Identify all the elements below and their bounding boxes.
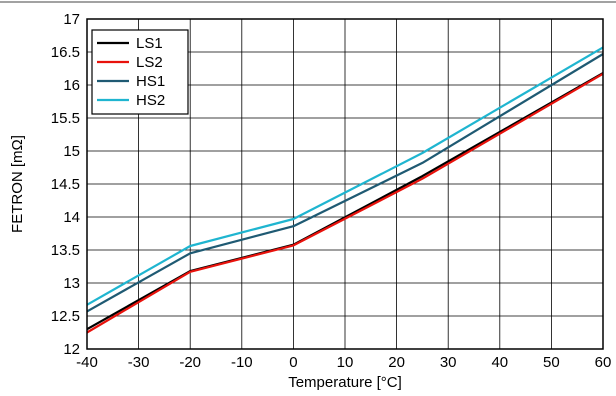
- y-axis-title: FETRON [mΩ]: [9, 135, 26, 233]
- y-tick-label: 17: [63, 11, 80, 28]
- y-tick-label: 12.5: [51, 308, 80, 325]
- legend-label-hs1: HS1: [136, 73, 165, 90]
- y-tick-label: 14.5: [51, 176, 80, 193]
- series-line-hs2: [86, 46, 604, 306]
- x-tick-label: 10: [337, 354, 354, 371]
- x-tick-label: -20: [179, 354, 201, 371]
- y-tick-label: 15.5: [51, 110, 80, 127]
- x-tick-label: -10: [231, 354, 253, 371]
- legend-label-ls1: LS1: [136, 35, 163, 52]
- y-tick-label: 12: [63, 341, 80, 358]
- y-tick-label: 13: [63, 275, 80, 292]
- series-line-hs1: [86, 53, 604, 313]
- x-tick-label: 0: [289, 354, 297, 371]
- plot-area-border: [86, 18, 604, 350]
- y-tick-label: 15: [63, 143, 80, 160]
- x-tick-label: 20: [388, 354, 405, 371]
- legend-label-ls2: LS2: [136, 54, 163, 71]
- series-group: [86, 46, 604, 334]
- y-tick-label: 14: [63, 209, 80, 226]
- x-tick-label: -30: [128, 354, 150, 371]
- y-tick-label: 16.5: [51, 44, 80, 61]
- legend-label-hs2: HS2: [136, 92, 165, 109]
- y-tick-label: 13.5: [51, 242, 80, 259]
- x-tick-labels: -40 -30 -20 -10 0 10 20 30 40 50 60: [76, 354, 611, 371]
- y-tick-label: 16: [63, 77, 80, 94]
- x-tick-label: 60: [595, 354, 612, 371]
- x-tick-label: 30: [440, 354, 457, 371]
- y-tick-labels: 12 12.5 13 13.5 14 14.5 15 15.5 16 16.5 17: [51, 11, 80, 358]
- series-line-ls2: [86, 72, 604, 334]
- x-tick-label: -40: [76, 354, 98, 371]
- x-tick-label: 40: [491, 354, 508, 371]
- x-axis-title: Temperature [°C]: [288, 374, 402, 391]
- legend: LS1 LS2 HS1 HS2: [91, 29, 189, 115]
- x-tick-label: 50: [543, 354, 560, 371]
